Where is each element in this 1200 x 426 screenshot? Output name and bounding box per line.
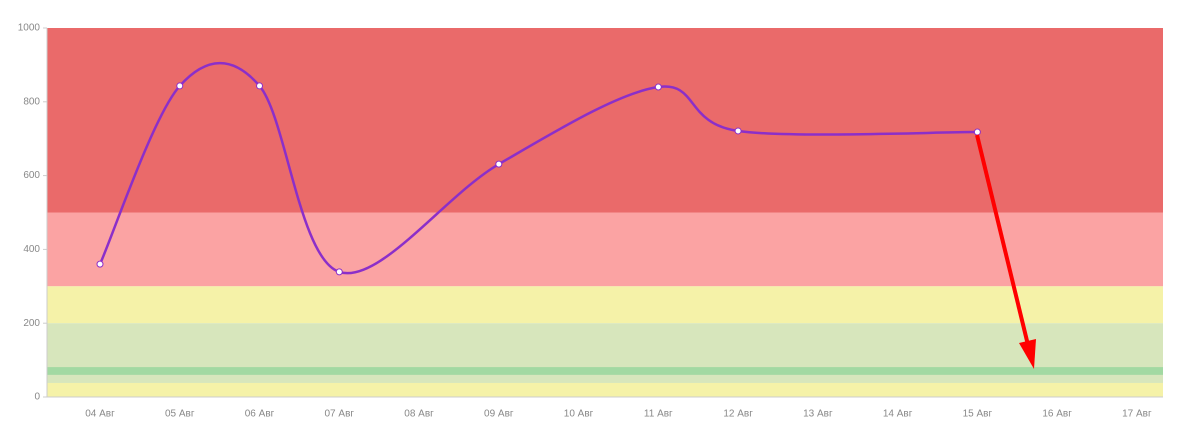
data-point (734, 127, 742, 135)
x-tick-label: 15 Авг (963, 409, 993, 420)
x-tick-label: 17 Авг (1122, 409, 1152, 420)
x-tick-label: 13 Авг (803, 409, 833, 420)
x-tick-label: 16 Авг (1042, 409, 1072, 420)
y-tick-label: 400 (23, 244, 40, 255)
y-tick-label: 200 (23, 318, 40, 329)
threshold-band (47, 286, 1163, 324)
x-tick-label: 04 Авг (85, 409, 115, 420)
data-point (495, 160, 503, 168)
data-point (973, 128, 981, 136)
y-tick-label: 800 (23, 96, 40, 107)
annotation-arrow (975, 134, 1036, 369)
x-tick-label: 09 Авг (484, 409, 514, 420)
y-tick-label: 1000 (18, 23, 41, 34)
data-point (256, 82, 264, 90)
x-tick-label: 05 Авг (165, 409, 195, 420)
x-tick-label: 06 Авг (245, 409, 275, 420)
x-tick-label: 12 Авг (723, 409, 753, 420)
data-point (176, 82, 184, 90)
threshold-band (47, 382, 1163, 397)
x-tick-label: 14 Авг (883, 409, 913, 420)
data-point (96, 260, 104, 268)
x-tick-label: 10 Авг (564, 409, 594, 420)
x-tick-label: 11 Авг (644, 409, 673, 420)
x-tick-label: 08 Авг (404, 409, 434, 420)
data-point (335, 268, 343, 276)
y-tick-label: 0 (34, 392, 40, 403)
data-point (654, 83, 662, 91)
y-tick-label: 600 (23, 170, 40, 181)
threshold-band (47, 28, 1163, 213)
x-tick-label: 07 Авг (325, 409, 355, 420)
threshold-band (47, 367, 1163, 375)
threshold-band (47, 212, 1163, 287)
